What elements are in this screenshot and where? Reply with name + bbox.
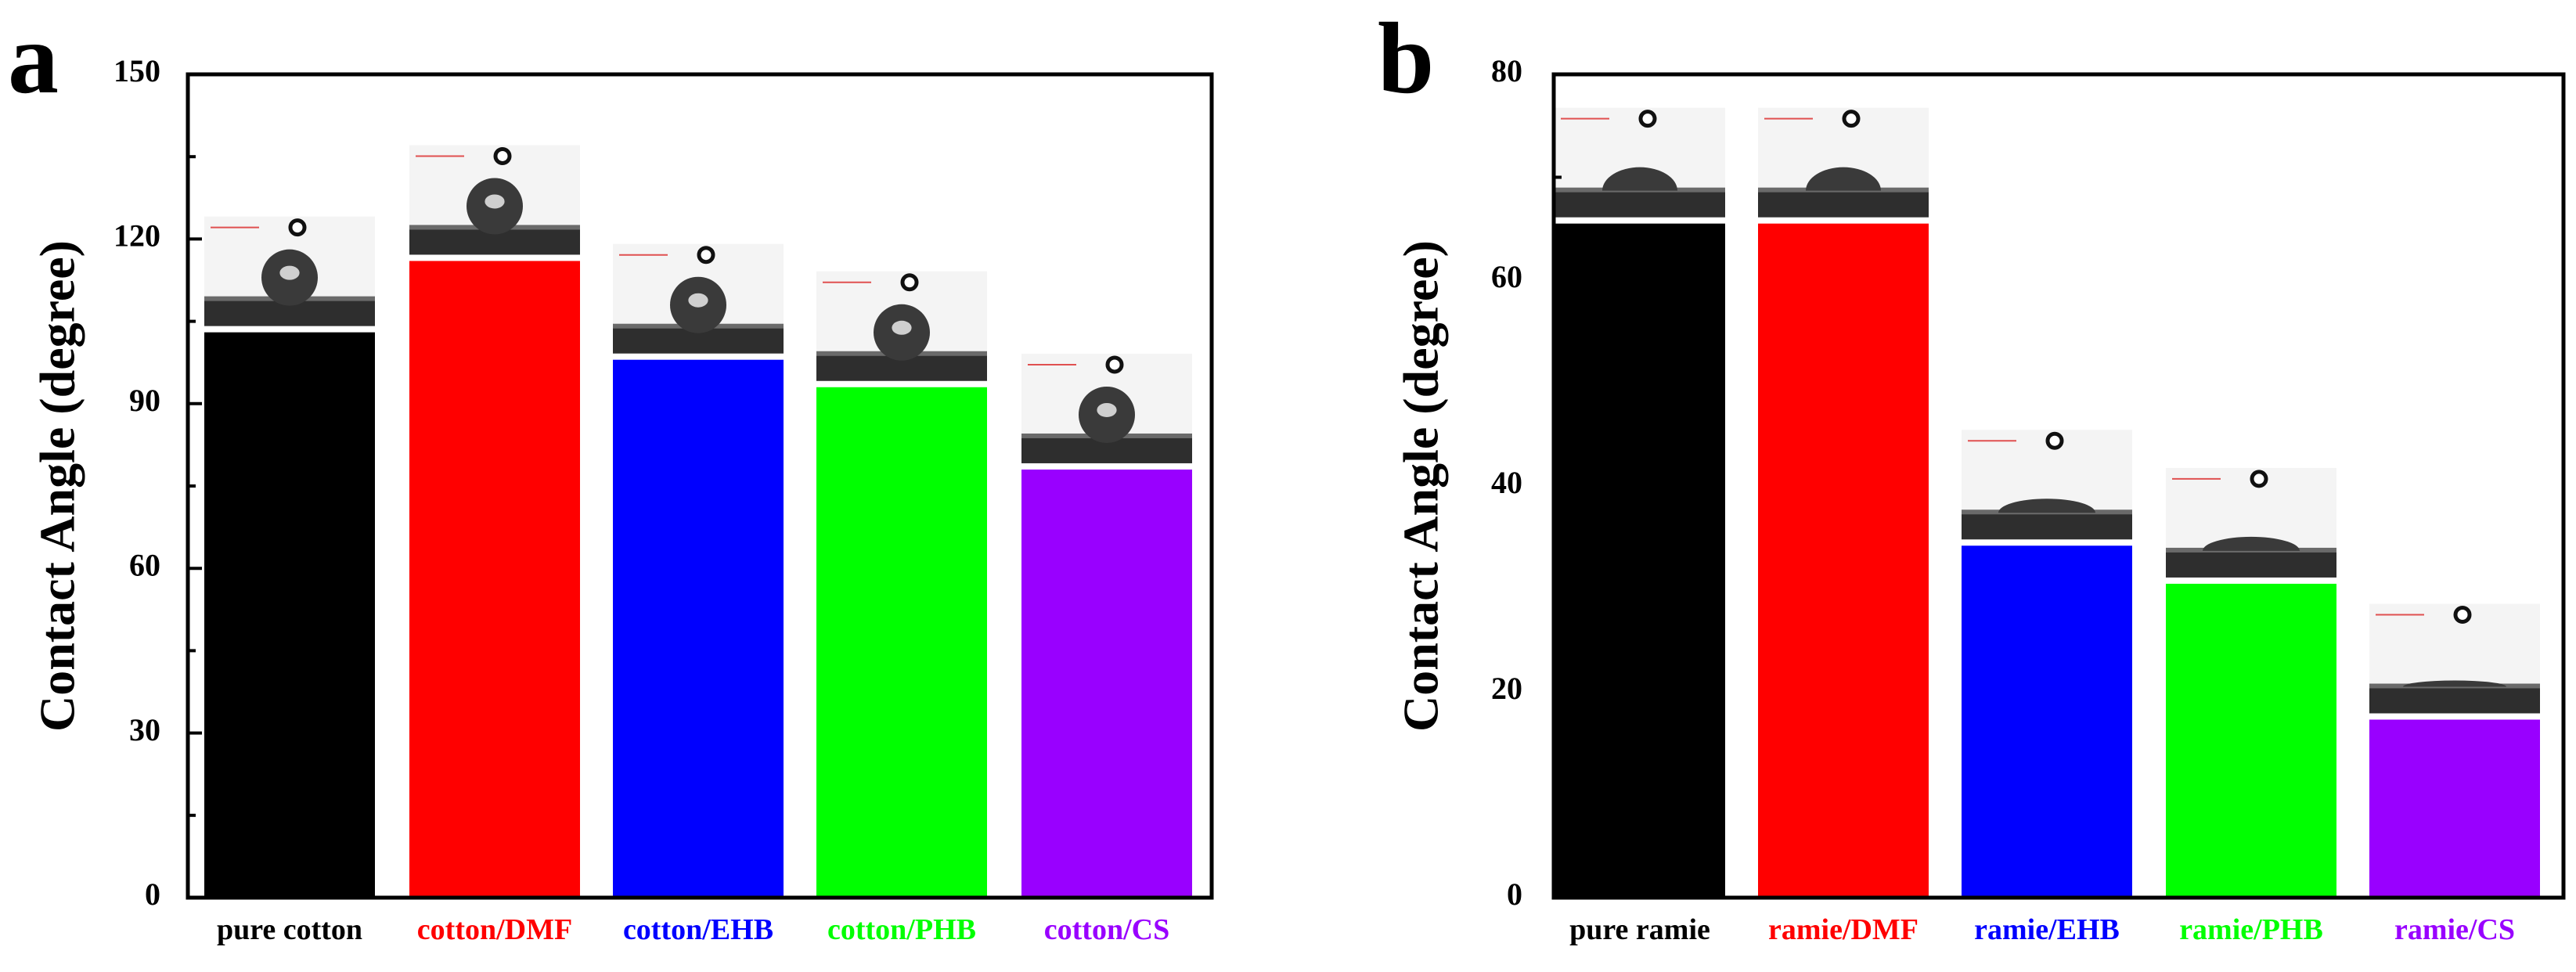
chart-panel-a: a Contact Angle (degree) 0 30 60 90 120 150 pure… [8,2,1214,946]
bar-pure-ramie [1555,223,1725,898]
y-tick-label: 150 [113,53,160,88]
droplet-inset-photo [1758,107,1929,218]
inset-needle-drop [1105,355,1124,374]
y-tick-label: 60 [1491,259,1522,294]
droplet-inset-photo [409,145,580,255]
x-category-label: cotton/CS [1044,913,1169,946]
bar-cotton-dmf [409,261,580,898]
x-category-label: pure ramie [1569,913,1710,946]
inset-droplet-highlight [279,265,300,280]
x-category-label: ramie/PHB [2179,913,2323,946]
inset-droplet [2203,536,2300,551]
inset-droplet-highlight [485,194,505,209]
y-tick-label: 0 [145,877,160,912]
x-category-label: cotton/DMF [417,913,572,946]
y-tick-label: 20 [1491,671,1522,706]
bar-ramie-dmf [1758,223,1929,898]
bar-cotton-cs [1021,469,1192,898]
x-category-label: ramie/EHB [1974,913,2120,946]
inset-substrate [1962,513,2132,540]
inset-substrate [1555,190,1725,218]
inset-needle-drop [2453,606,2472,625]
inset-needle-drop [2045,431,2064,450]
inset-substrate [2166,550,2336,578]
y-axis-title: Contact Angle (degree) [1393,240,1449,732]
y-tick-label: 60 [129,547,160,582]
inset-droplet [1998,499,2095,513]
y-tick-label: 0 [1507,877,1522,912]
bar-ramie-cs [2369,719,2540,898]
x-category-label: ramie/CS [2394,913,2515,946]
y-tick-label: 40 [1491,465,1522,500]
droplet-inset-photo [2369,603,2540,714]
droplet-inset-photo [816,271,987,381]
inset-needle-drop [697,246,715,265]
inset-needle-drop [2250,470,2268,488]
panel-letter: b [1378,2,1434,115]
droplet-inset-photo [1021,353,1192,463]
x-category-label: ramie/DMF [1768,913,1918,946]
y-tick-label: 90 [129,383,160,418]
inset-droplet-highlight [688,293,708,308]
inset-droplet-highlight [1097,402,1117,417]
x-category-label: cotton/EHB [623,913,773,946]
inset-needle-drop [493,146,512,165]
inset-needle-drop [1842,110,1861,128]
y-tick-label: 80 [1491,53,1522,88]
inset-substrate [1758,190,1929,218]
x-category-label: cotton/PHB [827,913,976,946]
panel-letter: a [8,2,59,115]
bar-ramie-ehb [1962,545,2132,898]
droplet-inset-photo [2166,467,2336,578]
inset-droplet-highlight [892,320,912,335]
inset-droplet [2403,680,2506,687]
bar-pure-cotton [204,332,375,898]
inset-needle-drop [1638,110,1657,128]
x-category-label: pure cotton [217,913,362,946]
droplet-inset-photo [613,243,784,354]
droplet-inset-photo [1962,430,2132,540]
droplet-inset-photo [1555,107,1725,218]
bar-cotton-phb [816,387,987,898]
chart-panel-b: b Contact Angle (degree) 0 20 40 60 80 pure ram… [1378,2,2566,946]
y-tick-label: 120 [113,218,160,254]
inset-droplet [1602,167,1677,191]
inset-needle-drop [288,218,307,237]
inset-substrate [2369,686,2540,714]
y-tick-label: 30 [129,712,160,747]
inset-droplet [1806,167,1881,191]
y-axis-title: Contact Angle (degree) [30,240,85,732]
inset-needle-drop [900,273,919,292]
bar-ramie-phb [2166,583,2336,898]
droplet-inset-photo [204,216,375,326]
bar-cotton-ehb [613,359,784,898]
